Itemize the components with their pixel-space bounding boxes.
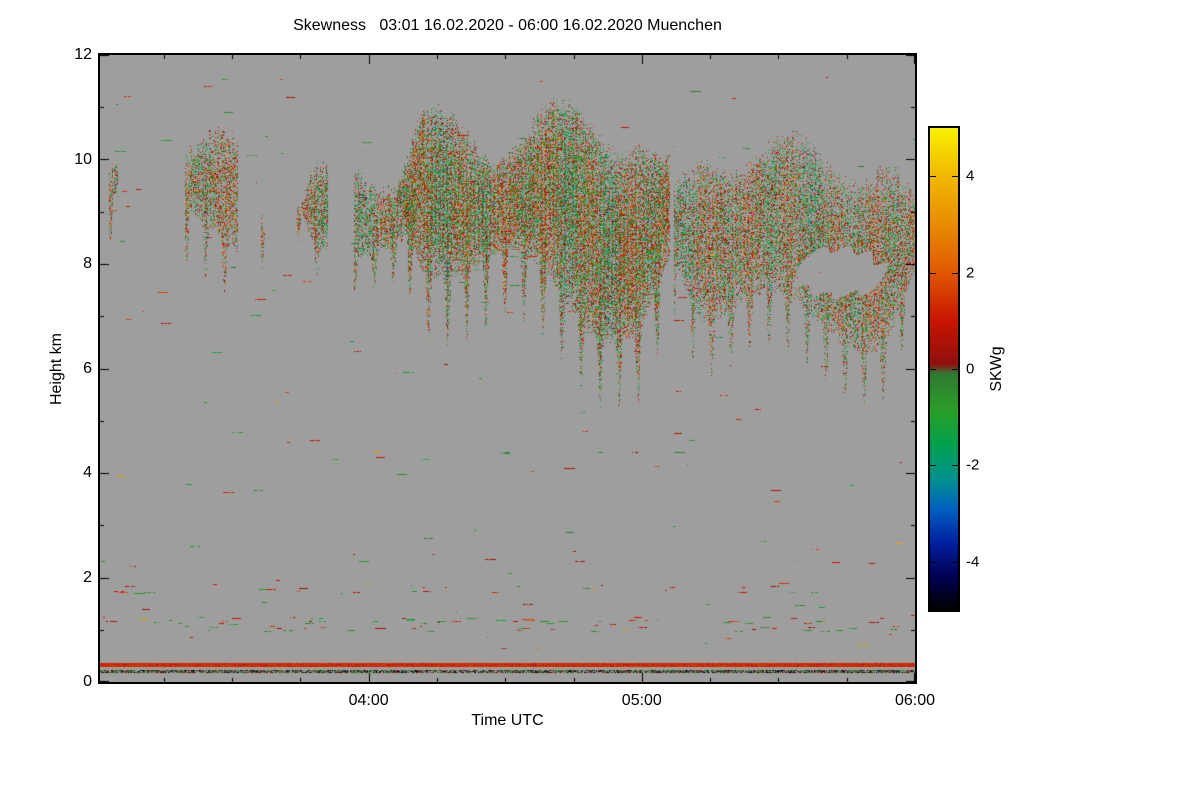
y-tick-label: 12 — [74, 46, 92, 63]
colorbar-tick-label: 4 — [966, 167, 975, 185]
colorbar-label: SKWg — [988, 346, 1005, 392]
x-tick-label: 04:00 — [348, 692, 389, 709]
y-tick-label: 6 — [83, 359, 92, 377]
colorbar-tick-label: 0 — [966, 360, 975, 378]
colorbar-tick-mark — [952, 369, 958, 370]
colorbar-tick-mark — [952, 272, 958, 274]
colorbar-tick-mark — [930, 369, 936, 370]
colorbar-tick-mark — [930, 272, 936, 274]
colorbar-tick-mark — [930, 176, 936, 178]
colorbar-tick-mark — [952, 561, 958, 563]
plot-frame — [98, 53, 917, 684]
colorbar-tick-mark — [930, 561, 936, 563]
colorbar-tick-mark — [952, 465, 958, 467]
x-axis-label: Time UTC — [471, 712, 544, 729]
x-tick-label: 05:00 — [621, 692, 662, 709]
y-tick-label: 0 — [83, 673, 92, 690]
colorbar-tick-mark — [930, 465, 936, 467]
y-tick-label: 2 — [83, 568, 92, 586]
x-tick-label: 06:00 — [894, 692, 936, 709]
colorbar-tick-label: 2 — [966, 264, 975, 282]
y-tick-label: 4 — [83, 464, 92, 481]
y-tick-label: 8 — [83, 255, 92, 272]
y-tick-label: 10 — [74, 150, 92, 168]
chart-title: Skewness 03:01 16.02.2020 - 06:00 16.02.… — [293, 17, 722, 34]
colorbar-tick-label: -2 — [966, 456, 980, 474]
heatmap-canvas — [100, 55, 915, 682]
colorbar-tick-mark — [952, 176, 958, 178]
colorbar-tick-label: -4 — [966, 553, 980, 571]
